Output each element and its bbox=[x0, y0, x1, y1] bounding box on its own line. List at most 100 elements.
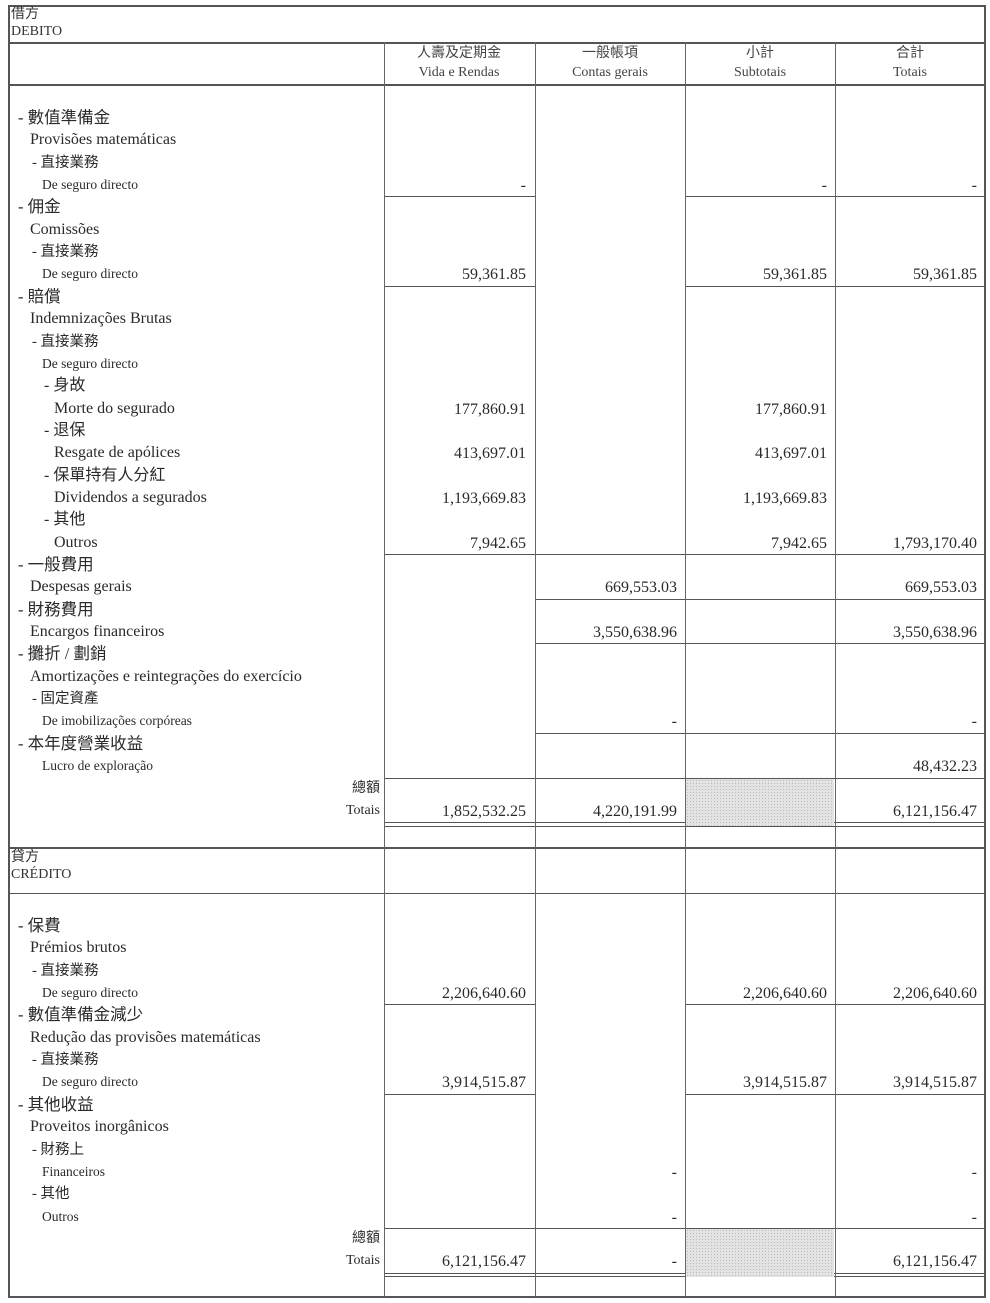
column-header-pt: Contas gerais bbox=[572, 65, 648, 80]
line-item-label: Amortizações e reintegrações do exercíci… bbox=[30, 667, 302, 685]
totals-double-line bbox=[535, 1276, 685, 1278]
cell-value: 2,206,640.60 bbox=[442, 985, 526, 1003]
cell-value: 2,206,640.60 bbox=[893, 985, 977, 1003]
section-title-zh: 借方 bbox=[11, 7, 39, 22]
row-divider bbox=[535, 777, 685, 779]
row-divider bbox=[384, 1227, 535, 1229]
cell-value: - bbox=[971, 713, 977, 731]
totals-value: 6,121,156.47 bbox=[893, 802, 977, 820]
cell-value: 7,942.65 bbox=[470, 534, 526, 552]
section-divider bbox=[8, 847, 986, 849]
cell-value: - bbox=[971, 1163, 977, 1181]
row-divider bbox=[835, 1227, 986, 1229]
cell-value: 177,860.91 bbox=[454, 400, 526, 418]
cell-value: 7,942.65 bbox=[771, 534, 827, 552]
line-item-label: - 直接業務 bbox=[32, 154, 99, 171]
row-divider bbox=[835, 643, 986, 645]
line-item-label: Outros bbox=[54, 533, 98, 551]
row-divider bbox=[685, 1227, 835, 1229]
cell-value: 1,193,669.83 bbox=[743, 489, 827, 507]
line-item-label: - 其他 bbox=[44, 511, 86, 529]
column-header: 小計 Subtotais bbox=[685, 44, 835, 82]
column-divider bbox=[685, 847, 686, 1297]
cell-value: 413,697.01 bbox=[755, 445, 827, 463]
line-item-label: Encargos financeiros bbox=[30, 623, 165, 641]
totals-value: 1,852,532.25 bbox=[442, 802, 526, 820]
row-divider bbox=[835, 196, 986, 198]
column-header: 一般帳項 Contas gerais bbox=[535, 44, 685, 82]
line-item-label: De seguro directo bbox=[42, 1074, 138, 1090]
row-divider bbox=[384, 285, 535, 287]
row-divider bbox=[685, 732, 835, 734]
totals-label-zh: 總額 bbox=[352, 780, 380, 796]
column-header: 人壽及定期金 Vida e Rendas bbox=[384, 44, 534, 82]
line-item-label: - 本年度營業收益 bbox=[18, 733, 144, 753]
line-item-label: Despesas gerais bbox=[30, 578, 132, 596]
row-divider bbox=[835, 1093, 986, 1095]
row-divider bbox=[685, 554, 835, 555]
row-divider bbox=[685, 1004, 835, 1006]
line-item-label: - 財務上 bbox=[32, 1141, 84, 1158]
totals-label-zh: 總額 bbox=[352, 1230, 380, 1246]
column-divider bbox=[535, 847, 536, 1297]
line-item-label: - 直接業務 bbox=[32, 1052, 99, 1069]
row-divider bbox=[835, 285, 986, 287]
totals-value: - bbox=[671, 1253, 677, 1271]
column-header-pt: Vida e Rendas bbox=[418, 65, 500, 80]
cell-value: 59,361.85 bbox=[763, 266, 827, 284]
row-divider bbox=[685, 1093, 835, 1095]
row-divider bbox=[535, 1227, 685, 1229]
cell-value: 1,193,669.83 bbox=[442, 489, 526, 507]
column-divider bbox=[384, 42, 385, 847]
row-divider bbox=[685, 285, 835, 287]
line-item-label: De seguro directo bbox=[42, 985, 138, 1001]
line-item-label: - 固定資產 bbox=[32, 691, 99, 708]
line-item-label: - 一般費用 bbox=[18, 555, 94, 574]
line-item-label: - 直接業務 bbox=[32, 333, 99, 350]
column-divider bbox=[384, 847, 385, 1297]
cell-value: - bbox=[671, 1208, 677, 1226]
column-header-pt: Totais bbox=[892, 65, 927, 80]
totals-value: 6,121,156.47 bbox=[442, 1253, 526, 1271]
column-divider bbox=[835, 847, 836, 1297]
cell-value: 3,550,638.96 bbox=[593, 624, 677, 642]
line-item-label: - 賠償 bbox=[18, 286, 61, 306]
row-divider bbox=[835, 732, 986, 734]
line-item-label: Prémios brutos bbox=[30, 939, 127, 957]
column-header-pt: Subtotais bbox=[733, 65, 787, 80]
line-item-label: Comissões bbox=[30, 220, 100, 238]
column-header-zh: 一般帳項 bbox=[582, 46, 638, 61]
totals-double-line bbox=[384, 1276, 535, 1278]
totals-double-line bbox=[685, 825, 835, 827]
line-item-label: - 其他 bbox=[32, 1186, 70, 1203]
line-item-label: - 數值準備金 bbox=[18, 108, 111, 127]
line-item-label: Indemnizações Brutas bbox=[30, 310, 172, 328]
cell-value: 3,914,515.87 bbox=[442, 1074, 526, 1092]
row-divider bbox=[384, 1004, 535, 1006]
line-item-label: Redução das provisões matemáticas bbox=[30, 1028, 261, 1046]
shaded-cell bbox=[686, 778, 834, 827]
totals-double-line bbox=[685, 1276, 835, 1278]
row-divider bbox=[835, 554, 986, 555]
totals-double-line bbox=[835, 822, 986, 824]
cell-value: 3,914,515.87 bbox=[893, 1074, 977, 1092]
row-divider bbox=[685, 643, 835, 645]
row-divider bbox=[535, 643, 685, 645]
line-item-label: Provisões matemáticas bbox=[30, 131, 177, 149]
line-item-label: De seguro directo bbox=[42, 177, 138, 193]
column-header-zh: 人壽及定期金 bbox=[417, 46, 501, 61]
row-divider bbox=[384, 554, 535, 555]
section-title-pt: CRÉDITO bbox=[11, 867, 72, 882]
cell-value: - bbox=[821, 177, 827, 195]
line-item-label: Dividendos a segurados bbox=[54, 488, 207, 506]
line-item-label: De seguro directo bbox=[42, 355, 138, 371]
row-divider bbox=[835, 777, 986, 779]
row-divider bbox=[535, 732, 685, 734]
line-item-label: - 財務費用 bbox=[18, 599, 94, 619]
section-title-zh: 貸方 bbox=[11, 850, 39, 865]
cell-value: 2,206,640.60 bbox=[743, 985, 827, 1003]
cell-value: - bbox=[671, 713, 677, 731]
totals-double-line bbox=[535, 1272, 685, 1274]
line-item-label: Resgate de apólices bbox=[54, 444, 181, 462]
line-item-label: Lucro de exploração bbox=[42, 758, 153, 774]
